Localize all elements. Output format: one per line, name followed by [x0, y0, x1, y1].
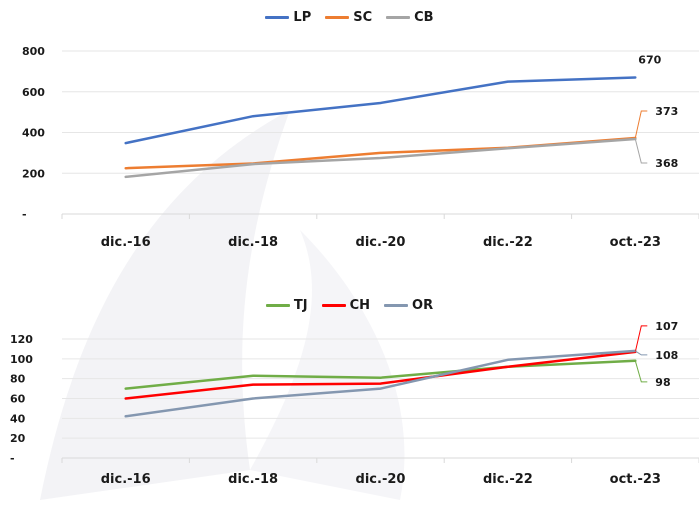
y-tick-label: 200 [22, 167, 45, 180]
series-line-ch [124, 350, 637, 400]
legend-item-cb: CB [386, 10, 434, 25]
series-line-tj [124, 359, 637, 390]
x-tick-label: dic.-16 [101, 472, 151, 487]
x-tick-label: dic.-22 [483, 235, 533, 250]
data-label-lp: 670 [638, 53, 661, 66]
x-tick-label: dic.-18 [228, 472, 278, 487]
y-tick-label: 400 [22, 127, 45, 140]
legend-item-or: OR [384, 298, 433, 313]
legend-label-ch: CH [349, 298, 371, 313]
y-tick-label: - [10, 452, 15, 465]
legend-swatch-ch [321, 304, 346, 307]
data-label-sc: 373 [655, 105, 678, 118]
series-line-cb [124, 137, 637, 179]
legend-swatch-tj [265, 304, 290, 307]
legend-item-lp: LP [265, 10, 311, 25]
data-label-ch: 107 [655, 320, 678, 333]
x-tick-label: dic.-20 [356, 235, 406, 250]
data-label-leader-or [635, 350, 648, 356]
legend-label-tj: TJ [293, 298, 308, 313]
y-tick-label: 20 [10, 432, 26, 445]
data-label-tj: 98 [655, 376, 670, 389]
legend-label-cb: CB [414, 10, 434, 25]
x-tick-label: dic.-22 [483, 472, 533, 487]
legend-swatch-or [384, 304, 409, 307]
chart-bottom-plot: - 20 40 60 80 100 120 dic.-16 dic.-18 dic.-20 dic.… [10, 320, 699, 487]
data-label-leader-sc [634, 110, 648, 139]
x-tick-label: dic.-18 [228, 235, 278, 250]
y-tick-label: 600 [22, 86, 45, 99]
chart-bottom: TJ CH OR - 20 40 60 80 100 120 dic.-16 dic.-18 di… [0, 290, 699, 516]
data-label-leader-cb [634, 138, 648, 164]
legend-item-sc: SC [325, 10, 372, 25]
legend-swatch-cb [386, 16, 411, 19]
data-label-leader-tj [634, 360, 648, 383]
legend-label-or: OR [412, 298, 434, 313]
legend-bottom: TJ CH OR [0, 298, 699, 313]
y-tick-label: - [22, 208, 27, 221]
x-tick-label: dic.-16 [101, 235, 151, 250]
chart-top-plot: - 200 400 600 800 dic.-16 dic.-18 dic.-20 dic.-2… [22, 45, 699, 250]
data-label-leader-ch [634, 325, 648, 353]
legend-label-lp: LP [293, 10, 312, 25]
data-label-or: 108 [655, 349, 678, 362]
y-tick-label: 60 [10, 393, 26, 406]
series-line-sc [124, 136, 637, 170]
y-tick-label: 120 [10, 333, 33, 346]
legend-label-sc: SC [353, 10, 373, 25]
legend-item-ch: CH [321, 298, 371, 313]
legend-top: LP SC CB [0, 10, 699, 25]
x-tick-label: oct.-23 [610, 235, 661, 250]
y-tick-label: 800 [22, 45, 45, 58]
legend-swatch-sc [325, 16, 350, 19]
y-tick-label: 40 [10, 412, 26, 425]
y-tick-label: 80 [10, 373, 26, 386]
chart-top: LP SC CB - 200 400 600 800 dic.-16 dic.-18 dic.… [0, 10, 699, 250]
y-tick-label: 100 [10, 353, 33, 366]
series-line-lp [124, 76, 637, 145]
series-line-or [124, 349, 637, 418]
x-tick-label: oct.-23 [610, 472, 661, 487]
x-tick-label: dic.-20 [356, 472, 406, 487]
data-label-cb: 368 [655, 157, 678, 170]
legend-item-tj: TJ [265, 298, 308, 313]
legend-swatch-lp [265, 16, 290, 19]
